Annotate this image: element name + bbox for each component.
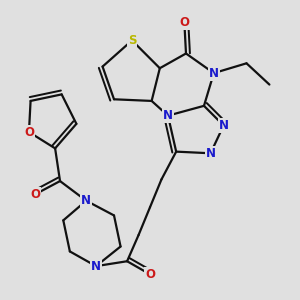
Text: N: N — [209, 67, 219, 80]
Text: O: O — [31, 188, 40, 201]
Text: N: N — [206, 147, 215, 160]
Text: N: N — [81, 194, 91, 207]
Text: N: N — [219, 119, 229, 132]
Text: O: O — [145, 268, 155, 281]
Text: O: O — [24, 125, 34, 139]
Text: O: O — [179, 16, 189, 29]
Text: N: N — [163, 109, 173, 122]
Text: S: S — [128, 34, 136, 47]
Text: N: N — [91, 260, 101, 273]
